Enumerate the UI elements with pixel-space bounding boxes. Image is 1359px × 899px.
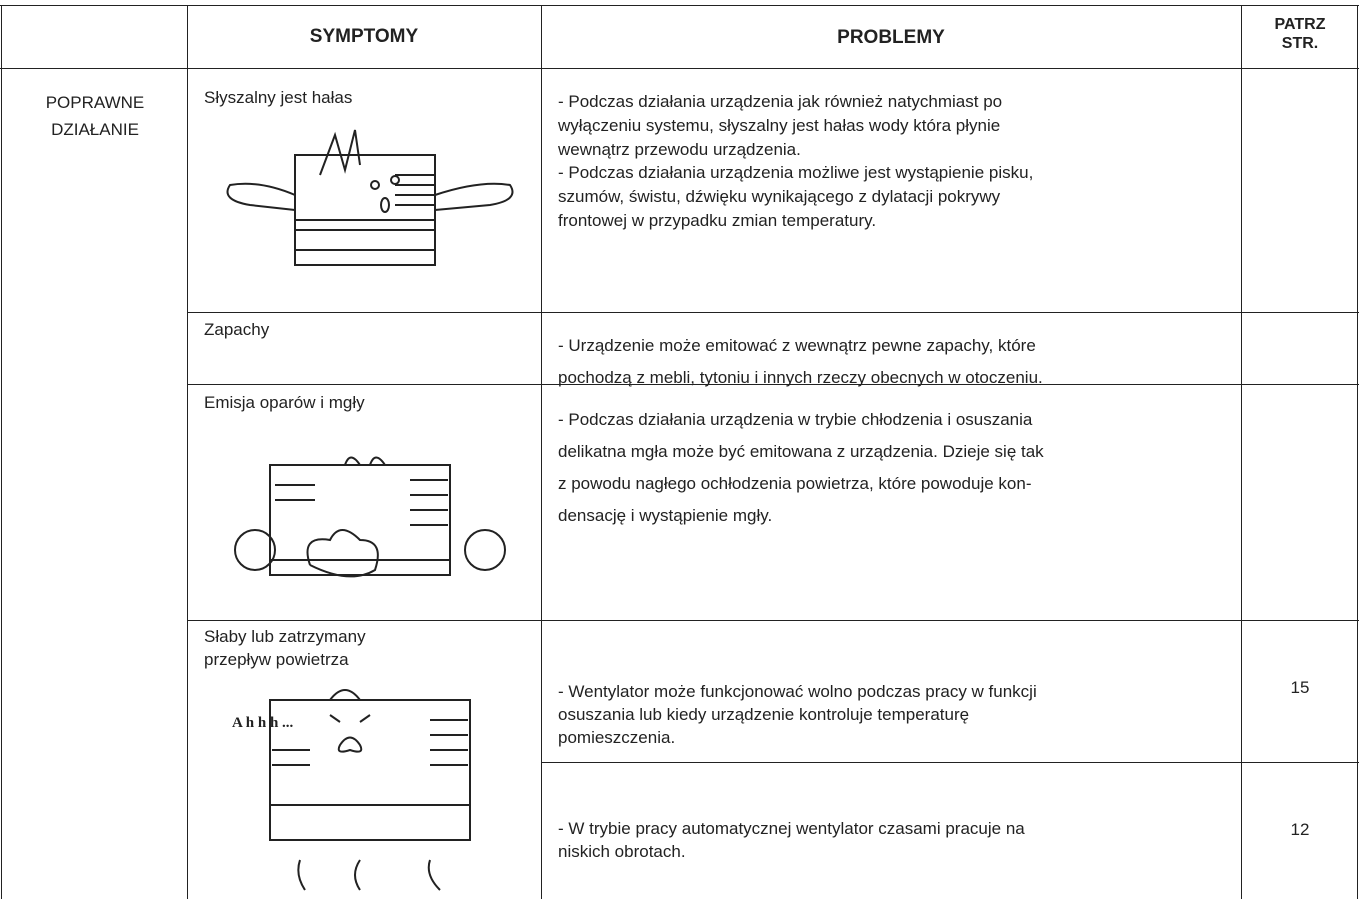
text: Słaby lub zatrzymany <box>204 627 366 646</box>
text: - Wentylator może funkcjonować wolno pod… <box>558 682 1037 701</box>
text: 15 <box>1290 678 1310 697</box>
text: z powodu nagłego ochłodzenia powietrza, … <box>558 474 1032 493</box>
text: Zapachy <box>204 320 270 339</box>
rule <box>187 312 1359 313</box>
rule <box>187 5 188 899</box>
rule <box>187 620 1359 621</box>
text: STR. <box>1281 35 1319 52</box>
text: - W trybie pracy automatycznej wentylato… <box>558 819 1025 838</box>
text: - Urządzenie może emitować z wewnątrz pe… <box>558 336 1036 355</box>
text: PROBLEMY <box>837 27 945 48</box>
text: - Podczas działania urządzenia możliwe j… <box>558 163 1034 183</box>
text: delikatna mgła może być emitowana z urzą… <box>558 442 1044 461</box>
text: szumów, świstu, dźwięku wynikającego z d… <box>558 187 1001 207</box>
text: 12 <box>1290 820 1310 839</box>
text: wewnątrz przewodu urządzenia. <box>558 139 801 159</box>
rule <box>0 68 1359 69</box>
text: Emisja oparów i mgły <box>204 393 365 412</box>
rule <box>1357 5 1358 899</box>
text: SYMPTOMY <box>309 26 419 47</box>
rule <box>1 5 2 899</box>
text: pomieszczenia. <box>558 728 676 747</box>
rule <box>1241 5 1242 899</box>
rule <box>541 762 1359 763</box>
text: Słyszalny jest hałas <box>204 88 353 107</box>
text: POPRAWNE <box>45 93 145 112</box>
text: - Podczas działania urządzenia w trybie … <box>558 410 1033 429</box>
text: PATRZ <box>1274 16 1326 33</box>
text: frontowej w przypadku zmian temperatury. <box>558 211 877 230</box>
text: wyłączeniu systemu, słyszalny jest hałas… <box>558 115 1001 135</box>
text: DZIAŁANIE <box>51 120 139 139</box>
text: pochodzą z mebli, tytoniu i innych rzecz… <box>558 368 1043 387</box>
airflow-illustration <box>269 689 471 891</box>
text: niskich obrotach. <box>558 842 686 861</box>
text: przepływ powietrza <box>204 650 349 669</box>
text: densację i wystąpienie mgły. <box>558 506 773 525</box>
text: osuszania lub kiedy urządzenie kontroluj… <box>558 705 970 724</box>
text: A h h h ... <box>232 715 294 731</box>
text: - Podczas działania urządzenia jak równi… <box>558 92 1003 111</box>
rule <box>187 384 1359 385</box>
noise-illustration <box>226 129 514 266</box>
rule <box>0 5 1359 6</box>
rule <box>541 5 542 899</box>
mist-illustration <box>234 456 506 578</box>
